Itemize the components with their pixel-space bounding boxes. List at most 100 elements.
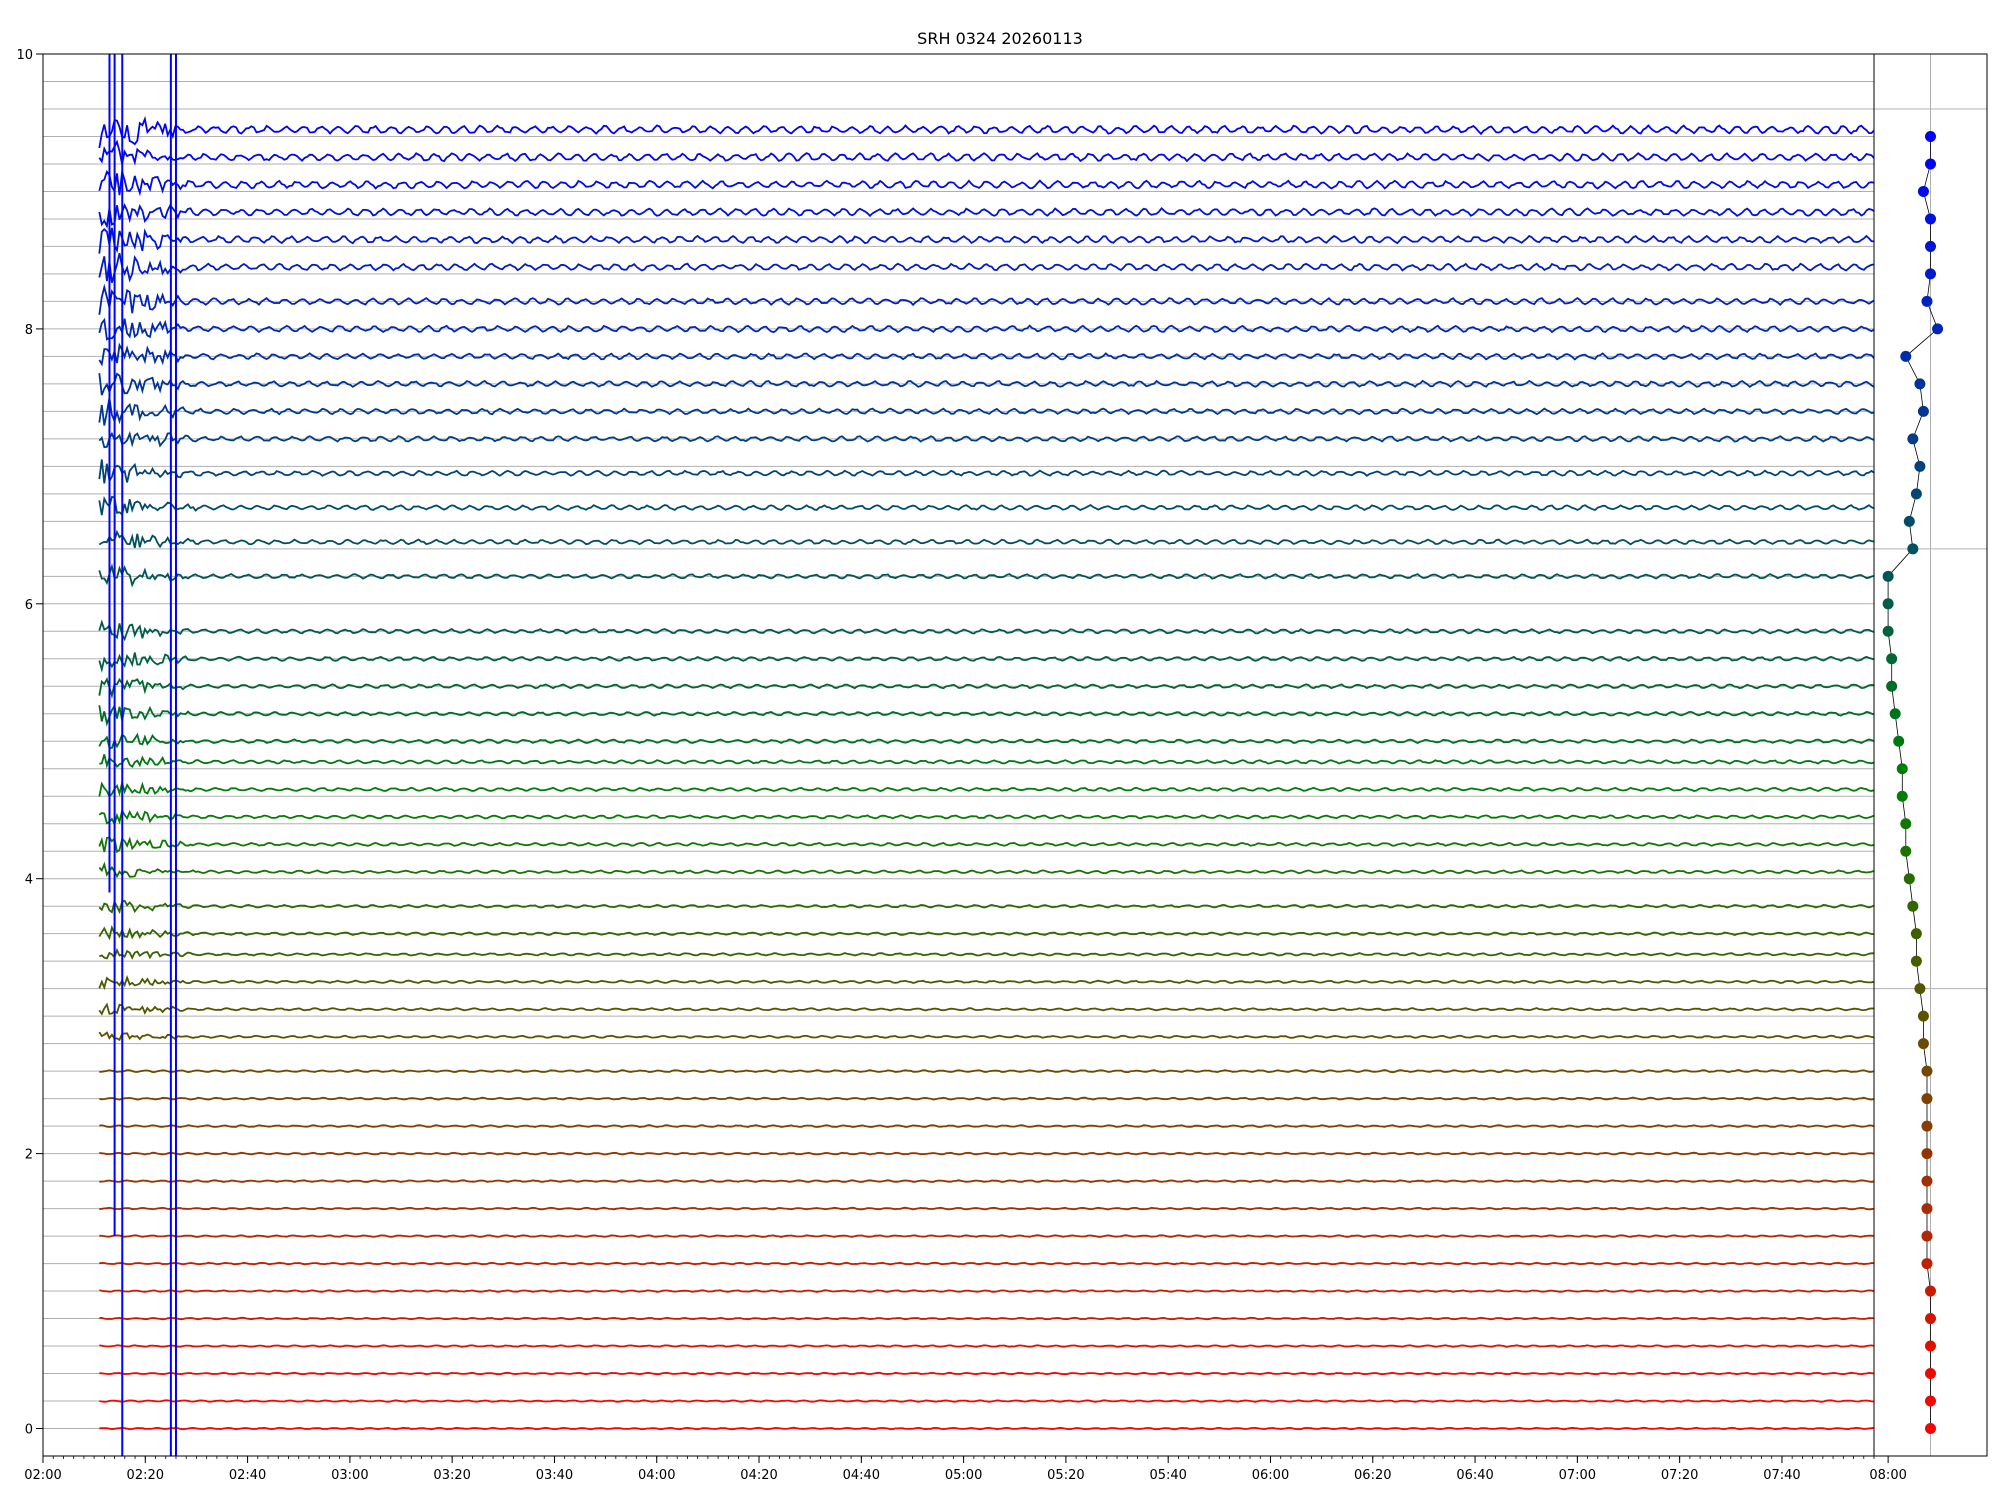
side-point bbox=[1921, 1093, 1933, 1105]
traces bbox=[98, 115, 1874, 1431]
trace-line bbox=[98, 619, 1874, 642]
side-point bbox=[1925, 1340, 1936, 1352]
side-point bbox=[1925, 213, 1936, 225]
trace-line bbox=[99, 1206, 1874, 1211]
trace-line bbox=[98, 139, 1874, 166]
chart-title: SRH 0324 20260113 bbox=[917, 29, 1083, 48]
x-tick-label: 03:00 bbox=[331, 1468, 368, 1483]
side-point bbox=[1882, 598, 1894, 610]
side-point bbox=[1886, 680, 1898, 692]
x-tick-label: 05:00 bbox=[945, 1468, 982, 1483]
y-tick-label: 2 bbox=[25, 1148, 33, 1163]
side-point bbox=[1925, 268, 1936, 280]
x-tick-label: 04:00 bbox=[638, 1468, 675, 1483]
side-point bbox=[1925, 130, 1936, 142]
x-tick-label: 02:40 bbox=[229, 1468, 266, 1483]
y-tick-label: 0 bbox=[25, 1423, 33, 1438]
x-tick-label: 06:00 bbox=[1252, 1468, 1289, 1483]
trace-line bbox=[98, 430, 1874, 449]
trace-line bbox=[98, 652, 1874, 673]
side-point bbox=[1893, 735, 1905, 747]
trace-line bbox=[98, 974, 1874, 991]
side-point bbox=[1925, 1423, 1936, 1435]
trace-line bbox=[99, 1069, 1874, 1074]
trace-line bbox=[99, 1426, 1874, 1431]
y-axis: 0 2 4 6 8 10 bbox=[16, 48, 43, 1438]
trace-line bbox=[98, 203, 1874, 229]
x-tick-label: 06:40 bbox=[1456, 1468, 1493, 1483]
side-point bbox=[1917, 1010, 1929, 1022]
x-axis: 02:00 02:20 02:40 03:00 03:20 03:40 04:00 04:20… bbox=[24, 1456, 1875, 1483]
trace-line bbox=[99, 754, 1874, 769]
side-point bbox=[1889, 708, 1901, 720]
x-tick-label: 04:20 bbox=[740, 1468, 777, 1483]
side-point bbox=[1914, 983, 1926, 995]
side-point bbox=[1921, 295, 1933, 307]
side-point bbox=[1896, 763, 1908, 775]
trace-line bbox=[99, 1344, 1874, 1348]
side-point bbox=[1886, 653, 1898, 665]
side-point bbox=[1925, 240, 1936, 252]
trace-line bbox=[98, 317, 1874, 341]
side-point bbox=[1921, 1203, 1933, 1215]
trace-line bbox=[98, 459, 1874, 484]
trace-line bbox=[98, 372, 1874, 396]
side-point bbox=[1907, 543, 1919, 555]
trace-line bbox=[98, 563, 1874, 588]
trace-line bbox=[98, 836, 1874, 854]
side-point bbox=[1907, 900, 1919, 912]
side-point bbox=[1925, 158, 1936, 170]
side-point bbox=[1903, 873, 1915, 885]
side-point bbox=[1921, 1148, 1933, 1160]
trace-line bbox=[98, 253, 1874, 284]
side-point bbox=[1882, 625, 1894, 637]
side-point bbox=[1921, 1175, 1933, 1187]
trace-line bbox=[98, 342, 1874, 367]
trace-line bbox=[99, 1151, 1874, 1156]
trace-line bbox=[98, 1002, 1874, 1016]
trace-line bbox=[98, 703, 1874, 727]
side-point bbox=[1921, 1258, 1933, 1270]
trace-line bbox=[98, 169, 1874, 197]
side-point bbox=[1914, 460, 1926, 472]
trace-line bbox=[98, 677, 1874, 699]
x-tick-label: 03:20 bbox=[433, 1468, 470, 1483]
side-point bbox=[1903, 515, 1915, 527]
x-tick-label: 04:40 bbox=[843, 1468, 880, 1483]
x-tick-label: 03:40 bbox=[536, 1468, 573, 1483]
side-point bbox=[1921, 1120, 1933, 1132]
side-point bbox=[1921, 1230, 1933, 1242]
x-tick-label: 07:00 bbox=[1559, 1468, 1596, 1483]
side-axes: 08:00 bbox=[1869, 53, 1988, 1483]
trace-line bbox=[99, 1234, 1874, 1238]
y-tick-label: 6 bbox=[25, 598, 33, 613]
side-point bbox=[1914, 378, 1926, 390]
spikes bbox=[108, 54, 177, 1456]
trace-line bbox=[98, 808, 1874, 827]
side-point bbox=[1907, 433, 1919, 445]
trace-line bbox=[99, 1096, 1874, 1101]
x-tick-label: 05:20 bbox=[1047, 1468, 1084, 1483]
trace-line bbox=[99, 1124, 1874, 1129]
trace-line bbox=[98, 495, 1874, 516]
side-point bbox=[1917, 405, 1929, 417]
trace-line bbox=[98, 947, 1874, 960]
trace-line bbox=[98, 283, 1874, 315]
side-point bbox=[1910, 488, 1922, 500]
x-tick-label: 02:20 bbox=[127, 1468, 164, 1483]
y-tick-label: 8 bbox=[25, 323, 33, 338]
trace-line bbox=[99, 1261, 1874, 1266]
trace-line bbox=[98, 899, 1874, 915]
trace-line bbox=[98, 115, 1874, 149]
side-point bbox=[1910, 955, 1922, 967]
side-point bbox=[1921, 1065, 1933, 1077]
side-point bbox=[1925, 1395, 1936, 1407]
x-tick-label: 07:40 bbox=[1763, 1468, 1800, 1483]
trace-line bbox=[98, 227, 1874, 254]
x-tick-label: 06:20 bbox=[1354, 1468, 1391, 1483]
trace-line bbox=[98, 779, 1874, 798]
trace-line bbox=[99, 1316, 1874, 1321]
main-axes: 02:00 02:20 02:40 03:00 03:20 03:40 04:00 04:20… bbox=[16, 48, 1875, 1483]
